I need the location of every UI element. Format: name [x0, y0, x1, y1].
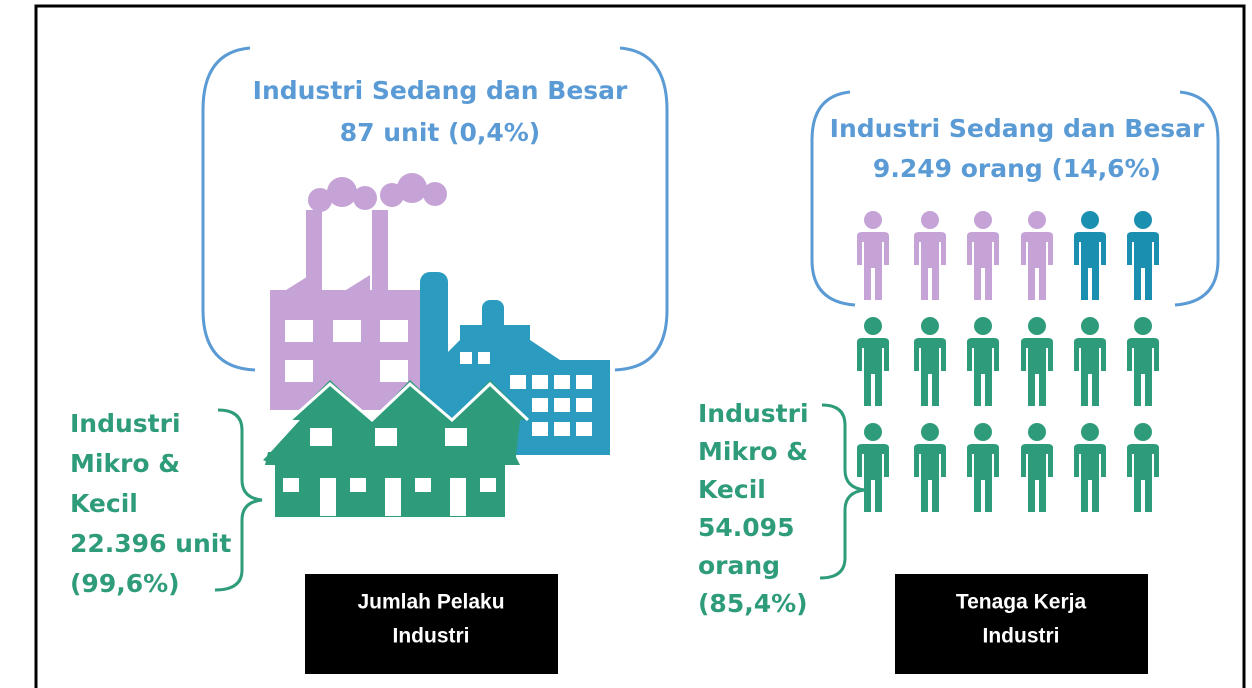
person-head: [974, 211, 992, 229]
caption-box: [305, 574, 558, 674]
person-body: [967, 444, 999, 512]
caption-box: [895, 574, 1148, 674]
person-body: [967, 232, 999, 300]
person-body: [914, 444, 946, 512]
person-head: [1081, 211, 1099, 229]
person-head: [921, 317, 939, 335]
brace: [614, 46, 669, 372]
label-line: orang: [698, 551, 780, 580]
label-line: Jumlah Pelaku: [357, 591, 504, 614]
person-body: [914, 338, 946, 406]
brace: [810, 90, 856, 307]
person-head: [1081, 423, 1099, 441]
factory-icon: [263, 173, 610, 517]
person-head: [1028, 211, 1046, 229]
person-body: [857, 232, 889, 300]
person-head: [1134, 211, 1152, 229]
person-body: [914, 232, 946, 300]
label-line: Kecil: [698, 475, 766, 504]
label-line: Industri: [698, 399, 809, 428]
person-body: [1021, 444, 1053, 512]
person-body: [1127, 232, 1159, 300]
label-line: 9.249 orang (14,6%): [873, 154, 1161, 183]
label-line: (85,4%): [698, 589, 808, 618]
label-line: 22.396 unit: [70, 529, 231, 558]
label-line: Industri: [70, 409, 181, 438]
label-line: Industri: [393, 625, 470, 648]
person-head: [864, 317, 882, 335]
person-body: [967, 338, 999, 406]
frame: [34, 4, 1246, 688]
person-body: [1074, 338, 1106, 406]
label-line: Industri: [983, 625, 1060, 648]
person-head: [864, 423, 882, 441]
brace: [1174, 90, 1220, 307]
person-head: [1028, 423, 1046, 441]
person-body: [857, 444, 889, 512]
person-head: [921, 211, 939, 229]
label-line: Kecil: [70, 489, 138, 518]
person-body: [1127, 338, 1159, 406]
people-icons: [857, 211, 1159, 512]
label-line: 87 unit (0,4%): [340, 118, 541, 147]
label-line: Mikro &: [698, 437, 808, 466]
bracket: [819, 403, 866, 580]
person-head: [921, 423, 939, 441]
person-head: [864, 211, 882, 229]
person-body: [1021, 338, 1053, 406]
person-head: [1081, 317, 1099, 335]
person-body: [1074, 444, 1106, 512]
person-body: [857, 338, 889, 406]
person-head: [1134, 317, 1152, 335]
label-line: (99,6%): [70, 569, 180, 598]
brace: [201, 46, 256, 372]
person-head: [974, 317, 992, 335]
person-body: [1021, 232, 1053, 300]
person-head: [1134, 423, 1152, 441]
label-line: Tenaga Kerja: [956, 591, 1087, 614]
label-line: Industri Sedang dan Besar: [253, 76, 628, 105]
person-body: [1074, 232, 1106, 300]
label-line: Industri Sedang dan Besar: [830, 114, 1205, 143]
label-line: 54.095: [698, 513, 794, 542]
bracket: [214, 408, 263, 592]
person-body: [1127, 444, 1159, 512]
person-head: [1028, 317, 1046, 335]
label-line: Mikro &: [70, 449, 180, 478]
person-head: [974, 423, 992, 441]
